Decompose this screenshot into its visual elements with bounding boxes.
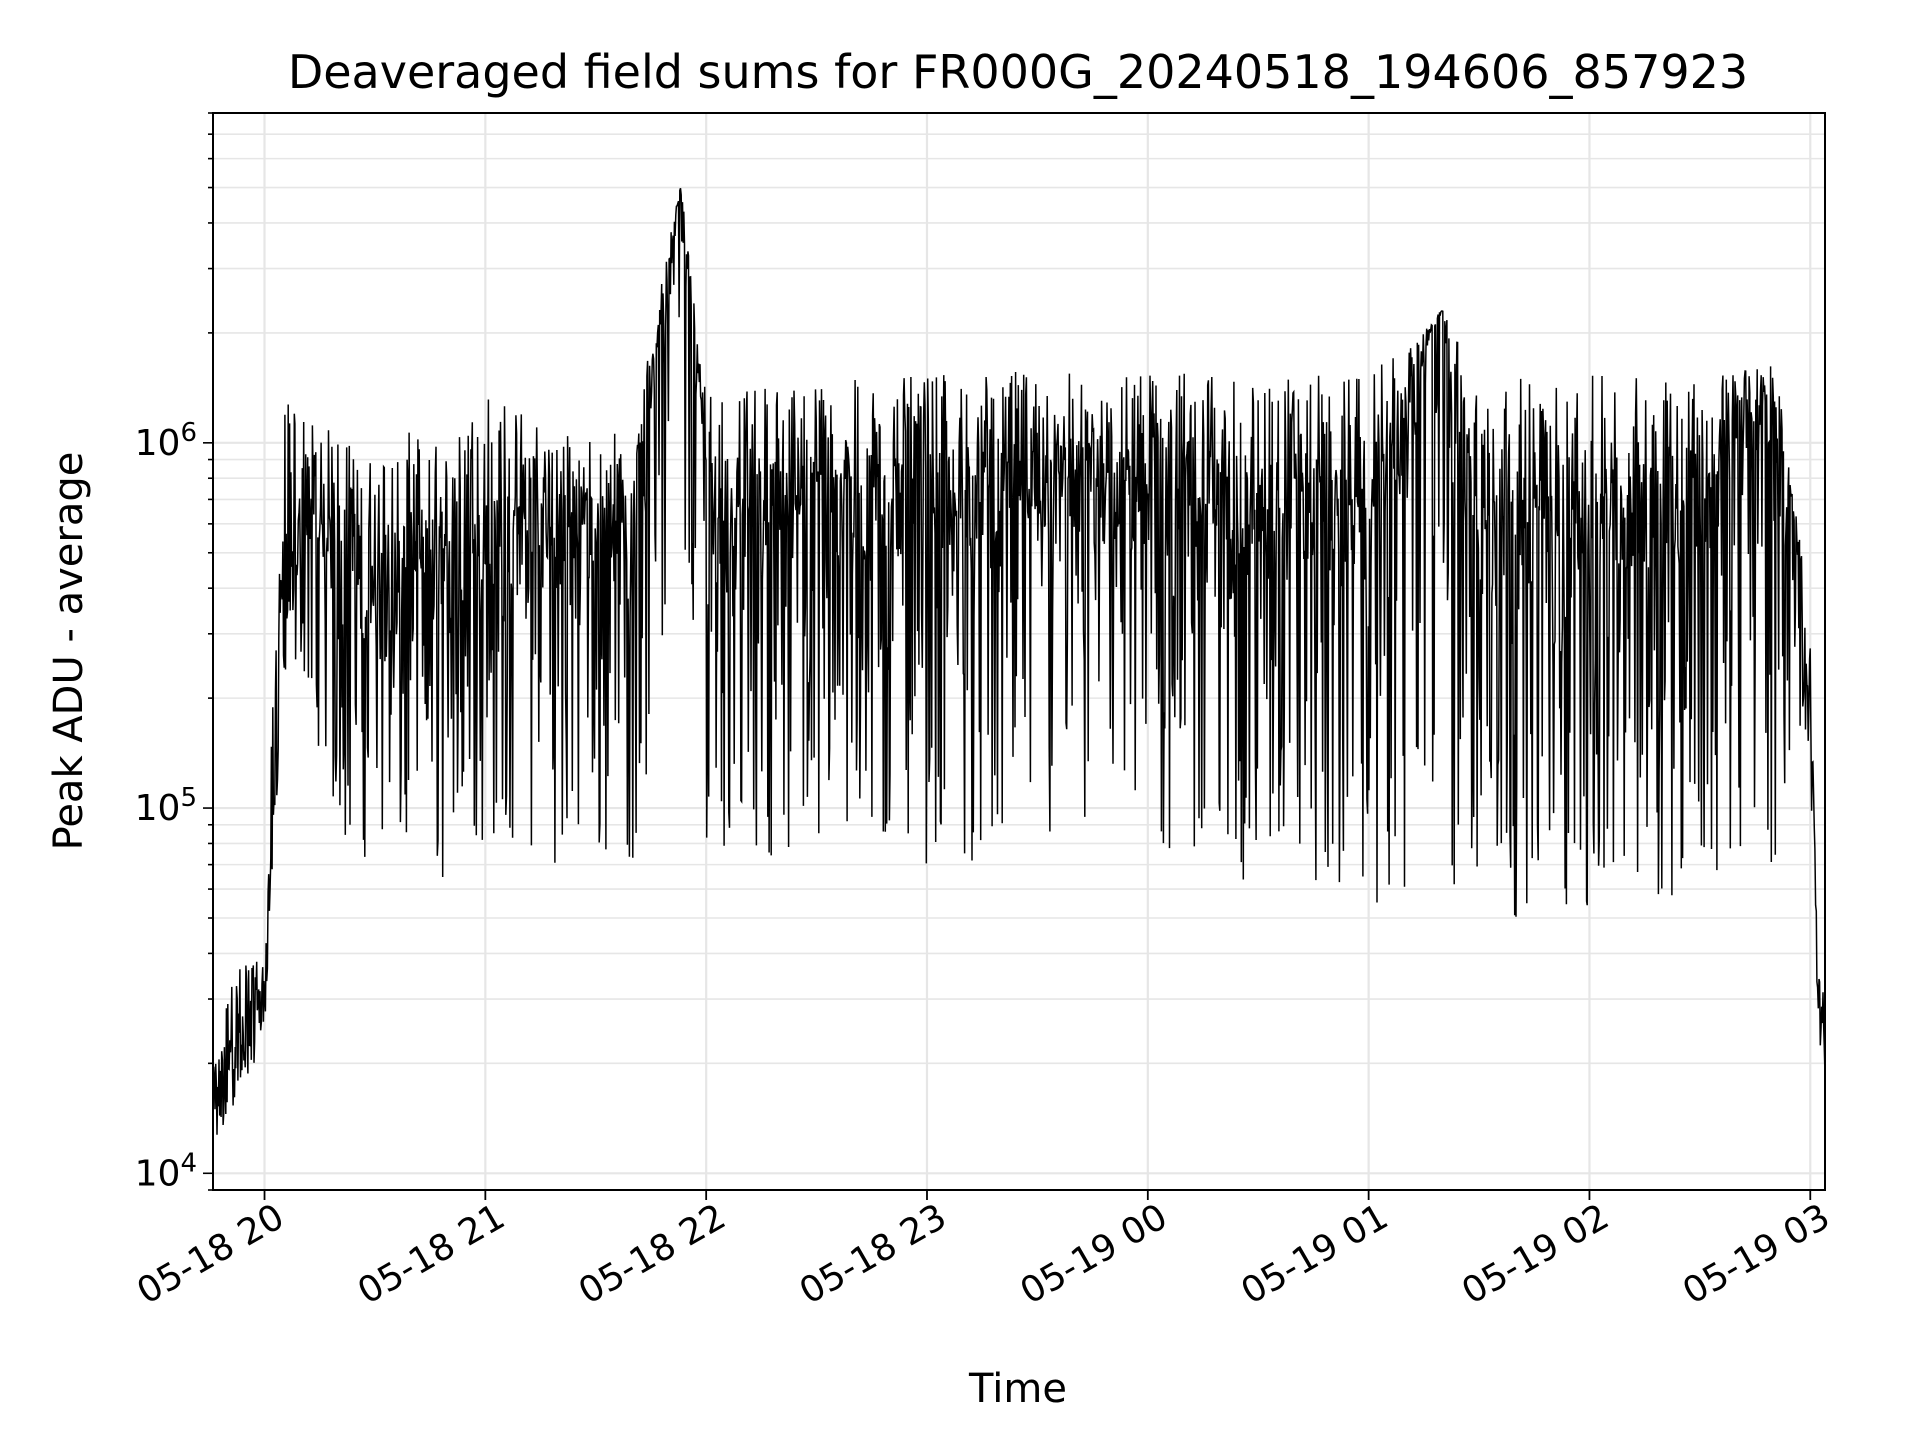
x-tick-label: 05-19 02	[1455, 1196, 1616, 1312]
y-axis: 104 105 106	[135, 112, 213, 1194]
y-tick-label: 105	[135, 783, 197, 829]
x-tick-label: 05-19 00	[1014, 1196, 1175, 1312]
x-tick-label: 05-18 20	[130, 1196, 291, 1312]
x-tick-label: 05-18 23	[793, 1196, 954, 1312]
chart-title: Deaveraged field sums for FR000G_2024051…	[288, 45, 1748, 99]
y-axis-label: Peak ADU - average	[46, 452, 92, 851]
x-axis-label: Time	[968, 1366, 1067, 1412]
plot-area	[213, 187, 1825, 1135]
plot-frame	[212, 112, 1826, 1191]
x-axis: 05-18 20 05-18 21 05-18 22 05-18 23 05-19 00…	[130, 1190, 1837, 1313]
x-tick-label: 05-18 21	[351, 1196, 512, 1312]
series-line	[213, 187, 1825, 1135]
y-tick-label: 106	[135, 418, 197, 464]
x-tick-label: 05-19 01	[1234, 1196, 1395, 1312]
x-tick-label: 05-18 22	[572, 1196, 733, 1312]
y-tick-label: 104	[135, 1148, 197, 1194]
x-tick-label: 05-19 03	[1676, 1196, 1837, 1312]
